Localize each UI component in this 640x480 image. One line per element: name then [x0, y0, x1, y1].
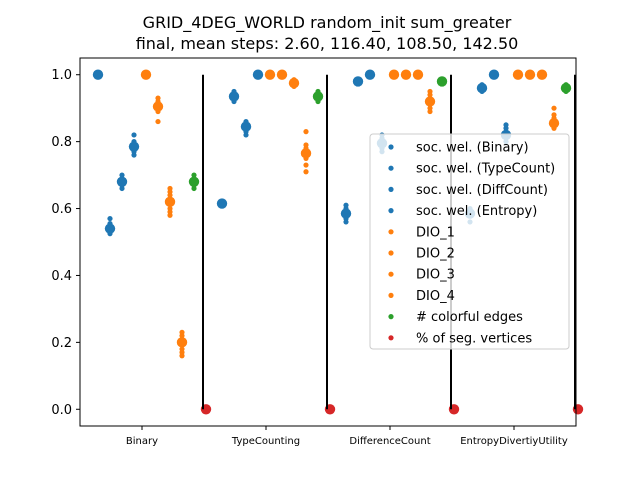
legend-label: # colorful edges [416, 310, 523, 325]
legend-marker [388, 165, 394, 171]
y-tick-label: 1.0 [51, 68, 72, 83]
data-point [343, 202, 349, 208]
mean-point [92, 69, 104, 80]
data-point [427, 105, 433, 111]
y-tick-label: 0.2 [51, 336, 72, 351]
mean-point [312, 91, 324, 102]
mean-point [512, 69, 524, 80]
x-tick-label: TypeCounting [231, 436, 300, 447]
mean-point [412, 69, 424, 80]
mean-point [240, 121, 252, 132]
legend-label: DIO_1 [416, 225, 455, 240]
x-tick-label: Binary [126, 436, 158, 447]
legend-marker [388, 229, 394, 235]
mean-point [140, 69, 152, 80]
mean-point [300, 148, 312, 159]
mean-point [476, 82, 488, 94]
legend-box [369, 133, 570, 350]
mean-point [400, 69, 412, 80]
legend-label: soc. wel. (DiffCount) [416, 183, 548, 198]
mean-point [352, 76, 364, 87]
data-point [179, 346, 185, 352]
data-point [155, 118, 161, 125]
data-point [503, 122, 509, 128]
mean-point [176, 337, 188, 348]
chart-title: GRID_4DEG_WORLD random_init sum_greater [143, 13, 512, 33]
mean-point [104, 223, 116, 234]
data-point [119, 172, 125, 178]
legend-marker [388, 314, 394, 320]
y-tick-label: 0.6 [51, 202, 72, 217]
mean-point [288, 77, 300, 89]
mean-point [388, 69, 400, 80]
data-point [179, 329, 185, 335]
mean-point [364, 69, 376, 80]
mean-point [276, 69, 288, 80]
x-tick-label: DifferenceCount [349, 436, 430, 447]
mean-point [188, 176, 200, 187]
legend-marker [388, 186, 394, 192]
legend-label: soc. wel. (Entropy) [416, 204, 537, 219]
mean-point [228, 91, 240, 102]
data-point [303, 169, 309, 175]
mean-point [524, 69, 536, 80]
data-point [107, 215, 113, 222]
legend-label: DIO_3 [416, 268, 455, 283]
data-point [191, 172, 197, 178]
data-point [303, 162, 309, 168]
mean-point [340, 208, 352, 219]
legend-label: DIO_2 [416, 247, 455, 262]
x-tick-label: EntropyDivertiyUtility [460, 436, 568, 447]
mean-point [128, 141, 140, 152]
y-tick-label: 0.0 [51, 403, 72, 418]
legend-marker [388, 292, 394, 298]
data-point [167, 205, 173, 212]
chart-subtitle: final, mean steps: 2.60, 116.40, 108.50,… [136, 34, 519, 53]
mean-point [164, 196, 176, 208]
data-point [131, 132, 137, 138]
plot-frame [79, 57, 577, 427]
mean-point [560, 82, 572, 94]
y-tick-label: 0.4 [51, 269, 72, 284]
mean-point [264, 69, 276, 80]
mean-point [536, 69, 548, 80]
data-point [167, 185, 173, 192]
axes: 0.0 0.2 0.4 0.6 0.8 1.0 Binary TypeCounting Diff… [51, 57, 577, 447]
mean-point [424, 96, 436, 107]
mean-point [548, 118, 560, 129]
legend-marker [388, 271, 394, 277]
legend-marker [388, 208, 394, 214]
legend-label: % of seg. vertices [416, 331, 532, 346]
data-point [303, 142, 309, 148]
legend: soc. wel. (Binary) soc. wel. (TypeCount) s… [369, 133, 570, 350]
data-point [427, 88, 433, 95]
data-point [303, 129, 309, 135]
mean-point [116, 176, 128, 187]
legend-marker [388, 144, 394, 150]
data-point [155, 95, 161, 101]
legend-label: DIO_4 [416, 289, 455, 304]
legend-marker [388, 250, 394, 256]
legend-marker [388, 335, 394, 341]
data-point [551, 105, 557, 111]
mean-point [436, 76, 448, 87]
data-point [551, 112, 557, 118]
mean-point [216, 198, 228, 209]
mean-point [152, 101, 164, 112]
mean-point [252, 69, 264, 80]
legend-label: soc. wel. (Binary) [416, 141, 529, 156]
mean-point [488, 69, 500, 80]
legend-label: soc. wel. (TypeCount) [416, 162, 555, 177]
y-tick-label: 0.8 [51, 135, 72, 150]
